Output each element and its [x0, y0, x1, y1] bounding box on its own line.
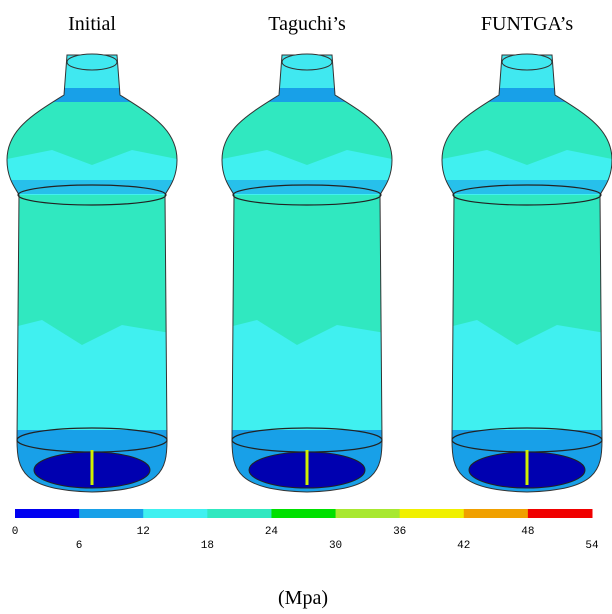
figure: Initial Taguchi’s FUNTGA’s 0 6 12 18 24 30 36 4… — [0, 0, 612, 614]
colorbar-tick-label: 54 — [585, 540, 599, 552]
colorbar-tick-label: 18 — [201, 540, 214, 552]
colorbar-tick-label: 6 — [76, 540, 83, 552]
colorbar-segment — [336, 509, 401, 518]
colorbar-segment — [528, 509, 593, 518]
colorbar-segment — [207, 509, 272, 518]
colorbar-segment — [271, 509, 336, 518]
colorbar-tick-label: 42 — [457, 540, 470, 552]
colorbar-segment — [143, 509, 208, 518]
colorbar-segment — [79, 509, 144, 518]
colorbar-tick-label: 30 — [329, 540, 342, 552]
colorbar-tick-label: 48 — [521, 526, 534, 538]
colorbar-tick-label: 24 — [265, 526, 279, 538]
colorbar-segment — [15, 509, 80, 518]
unit-label: (Mpa) — [278, 587, 328, 609]
panel-title: FUNTGA’s — [481, 13, 573, 35]
colorbar-segment — [464, 509, 529, 518]
colorbar-tick-label: 36 — [393, 526, 406, 538]
panel-title: Initial — [68, 13, 116, 35]
bottle-funtga — [437, 50, 612, 500]
panel-title: Taguchi’s — [268, 13, 346, 35]
bottle-initial — [2, 50, 182, 500]
colorbar-tick-label: 12 — [137, 526, 150, 538]
colorbar-tick-label: 0 — [12, 526, 19, 538]
bottle-taguchi — [217, 50, 397, 500]
colorbar-segment — [400, 509, 465, 518]
colorbar: 0 6 12 18 24 30 36 42 48 54 — [12, 509, 599, 552]
